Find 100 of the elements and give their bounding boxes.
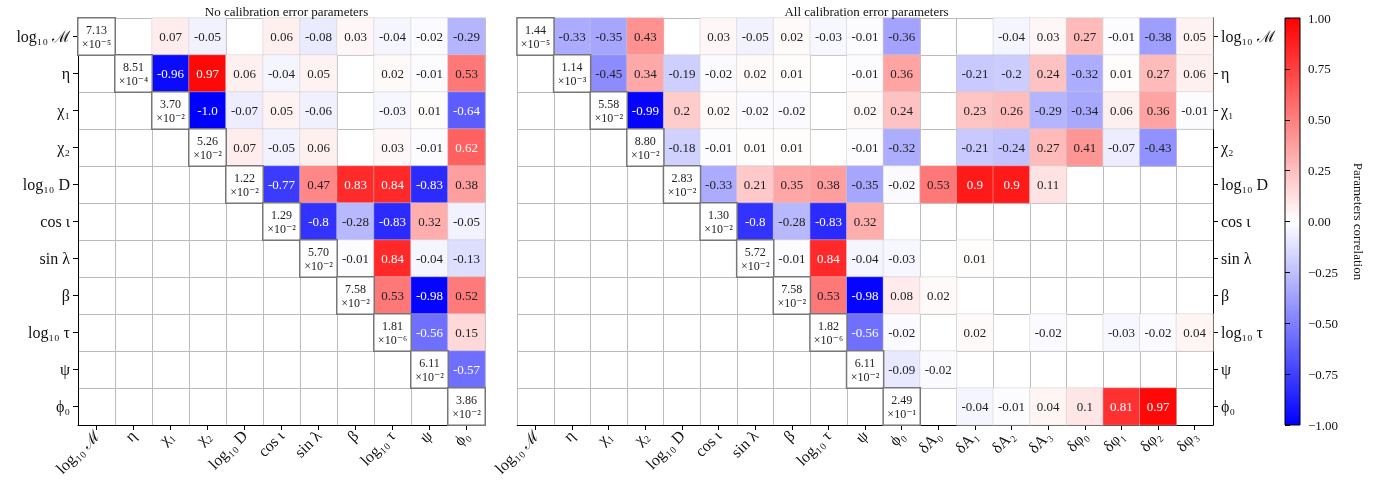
x-tick-label: δA₁ [951,426,981,457]
data-label: 0.52 [455,288,478,303]
data-label: -0.83 [378,214,407,229]
x-tick-label: χ₂ [191,426,215,450]
data-label: -0.83 [814,214,843,229]
data-label: -0.03 [378,103,407,118]
data-label: 0.01 [418,103,441,118]
data-label: 0.84 [381,251,405,266]
data-label: -0.43 [1144,140,1172,155]
x-tick-label: δφ₃ [1172,426,1202,456]
data-label: -0.32 [1071,66,1099,81]
data-label: -0.03 [1107,325,1135,340]
text: 1.22 ×10⁻² [230,170,259,199]
data-label: 0.9 [966,177,984,192]
x-tick-label: δφ₂ [1136,426,1165,456]
data-label: 0.02 [743,66,767,81]
data-label: 0.01 [963,251,987,266]
color-bar-label: 0.25 [1308,163,1331,179]
data-label: -0.01 [705,140,733,155]
data-label: -0.01 [851,140,879,155]
data-label: -0.8 [308,214,329,229]
x-tick-label: log₁₀ ℳ [491,426,543,478]
data-label: 0.34 [633,66,658,81]
x-tick-label: cos ι [254,426,288,460]
data-label: -0.64 [452,103,481,118]
data-label: -0.01 [415,66,444,81]
y-tick-label: log₁₀ τ [27,324,71,342]
data-label: 0.02 [707,103,730,118]
y-tick-label: ϕ₀ [56,398,70,416]
y-tick-label: log₁₀ ℳ [16,28,71,46]
data-label: -0.02 [888,325,916,340]
data-label: -0.77 [267,177,296,192]
data-label: -0.99 [631,103,659,118]
data-label: 0.43 [633,29,657,44]
data-label: 0.06 [307,140,331,155]
x-tick-label: ψ [416,426,437,447]
text: 1.14 ×10⁻³ [557,59,587,88]
y-tick-label: sin λ [39,250,71,267]
data-label: 0.06 [1183,66,1207,81]
x-tick-label: sin λ [727,426,762,461]
data-label: 0.26 [1000,103,1024,118]
color-bar-label: 0.75 [1308,61,1331,77]
data-label: 0.24 [1036,66,1061,81]
data-label: -0.21 [961,66,989,81]
data-label: -0.21 [961,140,989,155]
data-label: -0.01 [851,66,879,81]
data-label: 0.38 [455,177,478,192]
data-label: -0.36 [888,29,916,44]
data-label: -0.07 [1107,140,1136,155]
y-tick-label: β [1221,287,1230,305]
text: 5.70 ×10⁻² [304,244,333,273]
y-tick-label: log₁₀ D [1221,176,1269,194]
text: 3.70 ×10⁻² [156,96,185,125]
text: 3.86 ×10⁻² [452,392,481,421]
data-label: -0.45 [595,66,623,81]
data-label: 0.07 [233,140,257,155]
data-label: 0.06 [270,29,294,44]
text: 1.81 ×10⁻⁶ [377,318,408,347]
data-label: -0.02 [705,66,733,81]
color-bar-label: −0.75 [1308,366,1339,382]
data-label: -0.04 [998,29,1026,44]
data-label: -0.28 [778,214,806,229]
data-label: -0.04 [961,399,989,414]
data-label: 0.36 [1146,103,1170,118]
x-tick-label: χ₁ [593,426,616,450]
data-label: 0.08 [890,288,914,303]
text: 8.51 ×10⁻⁴ [118,59,149,88]
text: 7.13 ×10⁻⁵ [81,22,112,51]
y-tick-label: χ₂ [1220,139,1234,157]
data-label: -0.02 [415,29,444,44]
data-label: 0.07 [159,29,183,44]
text: 2.49 ×10⁻¹ [887,392,917,421]
color-bar-label: −1.00 [1308,417,1339,433]
data-label: -0.35 [595,29,623,44]
data-label: -0.03 [814,29,843,44]
data-label: -0.09 [888,362,916,377]
text: 6.11 ×10⁻² [415,355,444,384]
data-label: -0.01 [998,399,1026,414]
data-label: -0.04 [378,29,407,44]
data-label: -0.01 [415,140,444,155]
data-label: 0.15 [455,325,478,340]
chart-title: All calibration error parameters [784,4,949,19]
x-tick-label: δφ₁ [1099,426,1129,456]
data-label: 0.47 [307,177,331,192]
y-tick-label: χ₁ [1220,102,1234,120]
data-label: 0.02 [853,103,877,118]
data-label: -0.35 [851,177,879,192]
text: 1.82 ×10⁻⁶ [813,318,844,347]
y-tick-label: β [61,287,70,305]
data-label: 0.84 [381,177,405,192]
data-label: -0.56 [851,325,880,340]
x-tick-label: β [780,426,799,446]
data-label: -0.96 [156,66,185,81]
data-label: -0.04 [267,66,296,81]
data-label: 0.36 [890,66,914,81]
text: 1.44 ×10⁻⁵ [520,22,551,51]
x-tick-label: sin λ [290,426,325,461]
text: 5.58 ×10⁻² [594,96,624,125]
data-label: -0.01 [1181,103,1209,118]
data-label: -0.05 [193,29,222,44]
